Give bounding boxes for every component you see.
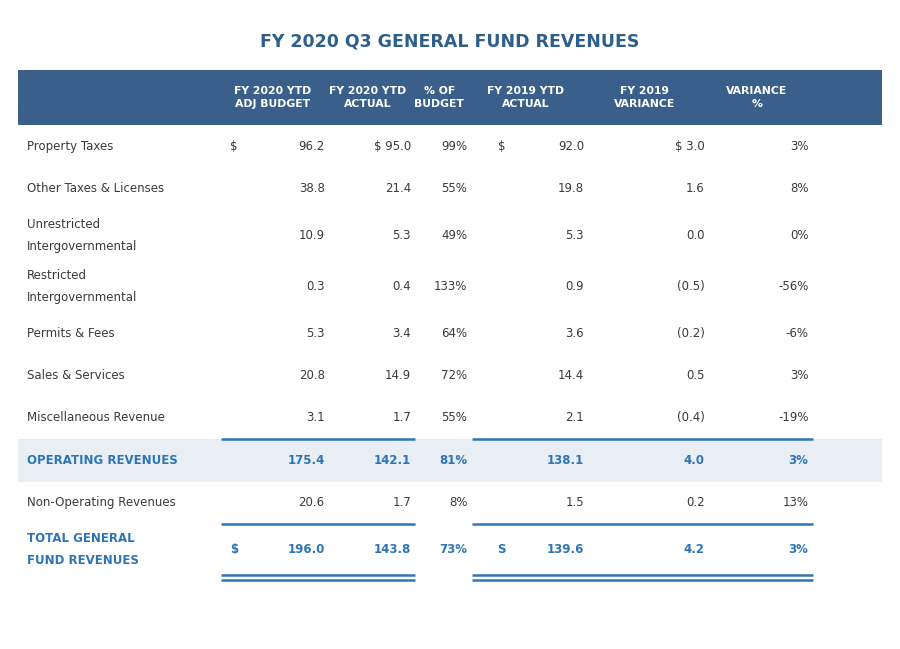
Text: -6%: -6% xyxy=(786,326,808,339)
Text: 5.3: 5.3 xyxy=(392,229,411,242)
Text: 55%: 55% xyxy=(441,411,467,424)
Text: 1.7: 1.7 xyxy=(392,411,411,424)
Text: 19.8: 19.8 xyxy=(558,182,584,195)
Text: Miscellaneous Revenue: Miscellaneous Revenue xyxy=(27,411,165,424)
Text: 0.0: 0.0 xyxy=(687,229,705,242)
Text: 1.6: 1.6 xyxy=(686,182,705,195)
Text: 92.0: 92.0 xyxy=(558,140,584,153)
Text: 1.5: 1.5 xyxy=(565,496,584,509)
Text: Unrestricted: Unrestricted xyxy=(27,217,100,230)
Text: Intergovernmental: Intergovernmental xyxy=(27,240,137,253)
Text: % OF
BUDGET: % OF BUDGET xyxy=(414,86,464,109)
Text: 3%: 3% xyxy=(788,454,808,467)
Text: 139.6: 139.6 xyxy=(546,543,584,556)
Text: Property Taxes: Property Taxes xyxy=(27,140,113,153)
Text: -19%: -19% xyxy=(778,411,808,424)
Text: VARIANCE
%: VARIANCE % xyxy=(726,86,788,109)
Bar xyxy=(18,70,882,125)
Text: 20.6: 20.6 xyxy=(299,496,325,509)
Text: FY 2019 YTD
ACTUAL: FY 2019 YTD ACTUAL xyxy=(487,86,564,109)
Text: 5.3: 5.3 xyxy=(306,326,325,339)
Text: 20.8: 20.8 xyxy=(299,369,325,382)
Text: $ 3.0: $ 3.0 xyxy=(675,140,705,153)
Text: $: $ xyxy=(230,140,238,153)
Text: TOTAL GENERAL: TOTAL GENERAL xyxy=(27,532,134,545)
Text: 14.9: 14.9 xyxy=(385,369,411,382)
Text: 4.2: 4.2 xyxy=(684,543,705,556)
Text: 5.3: 5.3 xyxy=(565,229,584,242)
Text: Permits & Fees: Permits & Fees xyxy=(27,326,114,339)
Text: S: S xyxy=(498,543,506,556)
Text: 3.6: 3.6 xyxy=(565,326,584,339)
Text: 8%: 8% xyxy=(790,182,808,195)
Text: 4.0: 4.0 xyxy=(684,454,705,467)
Text: 133%: 133% xyxy=(434,280,467,293)
Text: $: $ xyxy=(498,140,505,153)
Text: 138.1: 138.1 xyxy=(546,454,584,467)
Text: OPERATING REVENUES: OPERATING REVENUES xyxy=(27,454,177,467)
Text: 2.1: 2.1 xyxy=(565,411,584,424)
Text: 72%: 72% xyxy=(441,369,467,382)
Text: 55%: 55% xyxy=(441,182,467,195)
Text: Other Taxes & Licenses: Other Taxes & Licenses xyxy=(27,182,164,195)
Text: 3.4: 3.4 xyxy=(392,326,411,339)
Text: 96.2: 96.2 xyxy=(299,140,325,153)
Text: 14.4: 14.4 xyxy=(558,369,584,382)
Text: 3%: 3% xyxy=(790,140,808,153)
Text: 3.1: 3.1 xyxy=(306,411,325,424)
Text: $ 95.0: $ 95.0 xyxy=(374,140,411,153)
Text: 0.3: 0.3 xyxy=(306,280,325,293)
Text: 0%: 0% xyxy=(790,229,808,242)
Text: 143.8: 143.8 xyxy=(374,543,411,556)
Text: (0.5): (0.5) xyxy=(677,280,705,293)
Text: 8%: 8% xyxy=(449,496,467,509)
Text: Intergovernmental: Intergovernmental xyxy=(27,291,137,304)
Text: 73%: 73% xyxy=(439,543,467,556)
Text: FY 2020 YTD
ADJ BUDGET: FY 2020 YTD ADJ BUDGET xyxy=(234,86,311,109)
Text: 99%: 99% xyxy=(441,140,467,153)
Text: (0.2): (0.2) xyxy=(677,326,705,339)
Text: 175.4: 175.4 xyxy=(287,454,325,467)
Text: 0.2: 0.2 xyxy=(687,496,705,509)
Text: $: $ xyxy=(230,543,238,556)
Text: (0.4): (0.4) xyxy=(677,411,705,424)
Text: 38.8: 38.8 xyxy=(299,182,325,195)
Text: 0.4: 0.4 xyxy=(392,280,411,293)
Text: 49%: 49% xyxy=(441,229,467,242)
Text: 64%: 64% xyxy=(441,326,467,339)
Text: 1.7: 1.7 xyxy=(392,496,411,509)
Text: 142.1: 142.1 xyxy=(374,454,411,467)
Text: 10.9: 10.9 xyxy=(299,229,325,242)
Text: 3%: 3% xyxy=(790,369,808,382)
Text: -56%: -56% xyxy=(778,280,808,293)
Text: 81%: 81% xyxy=(439,454,467,467)
Text: Restricted: Restricted xyxy=(27,269,86,282)
Text: FY 2019
VARIANCE: FY 2019 VARIANCE xyxy=(614,86,675,109)
Text: Non-Operating Revenues: Non-Operating Revenues xyxy=(27,496,176,509)
Text: FY 2020 YTD
ACTUAL: FY 2020 YTD ACTUAL xyxy=(329,86,407,109)
Text: 13%: 13% xyxy=(783,496,808,509)
Text: Sales & Services: Sales & Services xyxy=(27,369,124,382)
Text: FUND REVENUES: FUND REVENUES xyxy=(27,554,139,567)
Text: 3%: 3% xyxy=(788,543,808,556)
Text: 21.4: 21.4 xyxy=(385,182,411,195)
Text: 0.9: 0.9 xyxy=(565,280,584,293)
Text: 196.0: 196.0 xyxy=(287,543,325,556)
Bar xyxy=(18,439,882,482)
Text: FY 2020 Q3 GENERAL FUND REVENUES: FY 2020 Q3 GENERAL FUND REVENUES xyxy=(260,32,640,50)
Text: 0.5: 0.5 xyxy=(687,369,705,382)
